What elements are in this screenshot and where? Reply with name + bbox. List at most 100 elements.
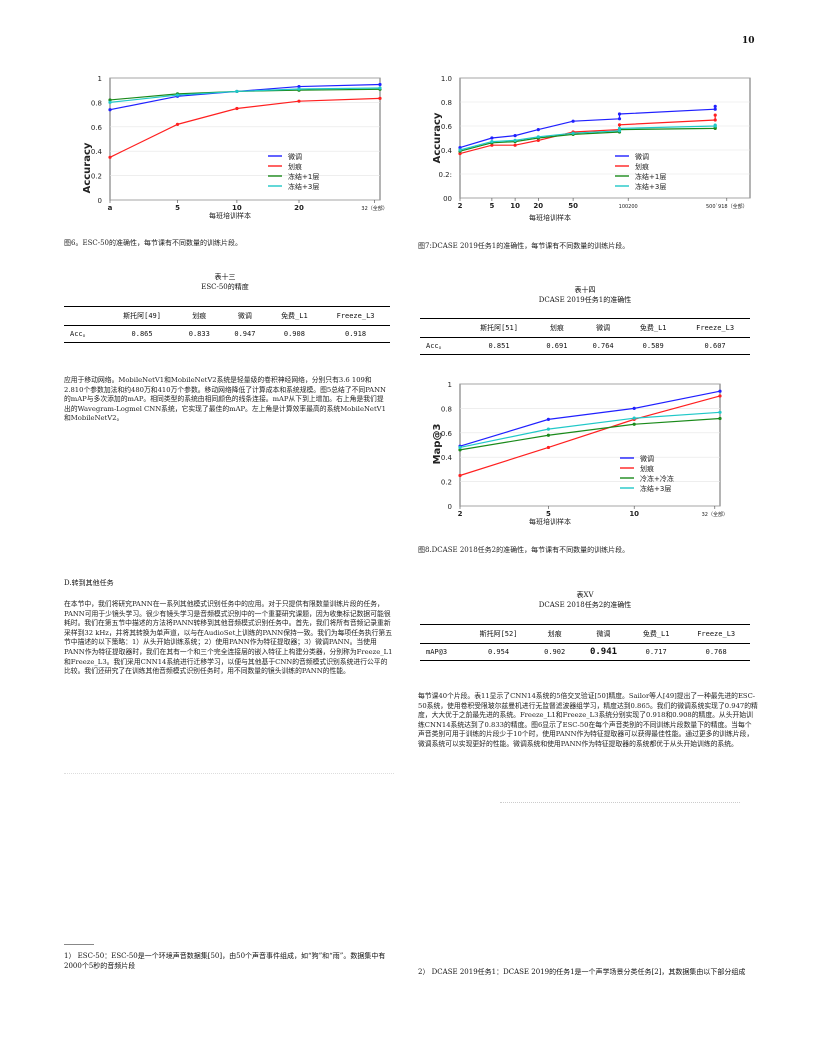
x-tick-label: 5 [489, 202, 494, 210]
table-13: 斯托阿[49] 划痕 微调 免费_L1 Freeze_L3 Acc。 0.865… [64, 306, 390, 343]
body-paragraph: 应用于移动网络。MobileNetV1和MobileNetV2系统是轻量级的卷积… [64, 376, 386, 423]
legend-label: 冻结+1层 [288, 172, 319, 181]
data-point [513, 138, 517, 142]
legend-label: 划痕 [635, 162, 649, 171]
body-paragraph: 在本节中，我们将研究PANN在一系列其他模式识别任务中的应用。对于只提供有限数量… [64, 600, 393, 676]
data-point [235, 106, 239, 111]
table-cell: 0.954 [464, 643, 533, 661]
table-cell: Acc。 [420, 337, 465, 355]
data-point [108, 100, 112, 104]
data-point [235, 89, 239, 94]
table-header: Freeze_L3 [321, 306, 390, 326]
data-point [108, 155, 112, 159]
table-header [420, 318, 465, 338]
data-point [713, 107, 717, 111]
figure-7-caption: 图7:DCASE 2019任务1的准确性，每节课有不同数量的训练片段。 [418, 242, 630, 250]
data-point [490, 136, 494, 140]
figure-7-chart: Accuracy 每班培训样本 1.0 0.8 0.6 0.4 0.2: 00 2 5 10 20… [432, 75, 751, 222]
table-cell: 0.589 [626, 337, 681, 355]
table-cell: 0.768 [682, 643, 750, 661]
x-tick-label: 2 [458, 510, 463, 518]
table-header: Freeze_L3 [680, 318, 750, 338]
data-point [297, 87, 301, 91]
data-point [713, 123, 717, 127]
data-point [108, 98, 112, 102]
series-line [109, 97, 381, 158]
data-point [513, 143, 517, 147]
data-point [458, 152, 462, 156]
footnote: 1） ESC-50：ESC-50是一个环境声音数据集[50]，由50个声音事件组… [64, 952, 386, 970]
table-cell: 0.918 [321, 325, 390, 343]
x-tick-label: 32（全部） [702, 511, 728, 518]
x-tick-label: a [108, 204, 113, 212]
y-tick-label: 0.4 [91, 148, 103, 156]
y-axis-label: Accuracy [82, 142, 93, 193]
table-header: Freeze_L3 [682, 624, 750, 644]
table-cell: 0.908 [267, 325, 322, 343]
footnote-rule [64, 944, 94, 945]
x-tick-label: 50 [568, 202, 578, 210]
x-tick-label: 2 [458, 202, 463, 210]
legend-label: 冻结+3层 [635, 182, 666, 191]
table-13-title: 表十三 ESC-50的精度 [60, 272, 390, 292]
figure-7: Accuracy 每班培训样本 1.0 0.8 0.6 0.4 0.2: 00 2 5 10 20… [420, 68, 760, 228]
data-point [175, 122, 180, 126]
data-point [458, 473, 462, 478]
x-tick-label: 5 [175, 204, 180, 212]
x-axis-label: 每班培训样本 [209, 211, 251, 220]
data-point [536, 135, 540, 139]
y-tick-label: 00 [443, 195, 452, 203]
table-14-title: 表十四 DCASE 2019任务1的准确性 [420, 285, 750, 305]
figure-8: Map@3 每班培训样本 1 0.8 0.6 0.4 0.2 0 2 5 10 32（全部） 微调划… [420, 372, 760, 532]
table-header: 免费_L1 [626, 318, 681, 338]
data-point [378, 82, 382, 87]
y-tick-label: 0.4 [441, 147, 453, 155]
legend-label: 冻结+1层 [635, 172, 666, 181]
figure-8-chart: Map@3 每班培训样本 1 0.8 0.6 0.4 0.2 02 5 10 32（全部） 微调划… [432, 381, 728, 526]
data-point [718, 416, 722, 421]
x-tick-label: 10 [629, 510, 639, 518]
table-15: 斯托阿[52] 划痕 微调 免费_L1 Freeze_L3 mAP@3 0.95… [420, 624, 750, 661]
table-cell: 0.902 [532, 643, 578, 661]
table-header: 斯托阿[49] [107, 306, 177, 326]
table-cell: 0.691 [533, 337, 581, 355]
data-point [175, 93, 180, 97]
data-point [713, 118, 717, 122]
y-tick-label: 0.8 [91, 99, 102, 107]
y-tick-label: 0.6 [91, 124, 103, 132]
legend-label: 微调 [635, 152, 649, 161]
table-15-title: 表XV DCASE 2018任务2的准确性 [420, 590, 750, 610]
table-title-line: 表十三 [214, 273, 236, 281]
data-point [571, 131, 575, 135]
table-title-line: 表十四 [574, 286, 596, 294]
data-point [536, 138, 540, 142]
data-point [617, 117, 622, 121]
table-cell: 0.717 [629, 643, 683, 661]
data-point [546, 445, 550, 450]
legend-label: 微调 [640, 454, 654, 463]
y-tick-label: 1.0 [441, 75, 452, 83]
table-header: 划痕 [176, 306, 223, 326]
data-point [546, 427, 550, 431]
y-tick-label: 0 [98, 197, 102, 205]
table-cell: 0.764 [580, 337, 627, 355]
x-tick-label: 32（全部） [361, 205, 387, 212]
x-tick-label: 5 [546, 510, 551, 518]
table-cell: 0.947 [222, 325, 268, 343]
table-header: 斯托阿[52] [464, 624, 533, 644]
data-point [458, 448, 462, 452]
y-tick-label: 0 [448, 503, 452, 511]
plot-frame [459, 77, 751, 199]
section-heading: D.转到其他任务 [64, 579, 114, 587]
data-point [632, 422, 636, 426]
table-title-line: DCASE 2019任务1的准确性 [538, 296, 632, 304]
table-header: 划痕 [532, 624, 578, 644]
table-header: 微调 [222, 306, 268, 326]
data-point [617, 112, 622, 116]
table-cell: Acc。 [64, 325, 108, 343]
series-line [459, 395, 721, 477]
data-point [297, 84, 301, 89]
y-tick-label: 0.2 [441, 479, 452, 487]
